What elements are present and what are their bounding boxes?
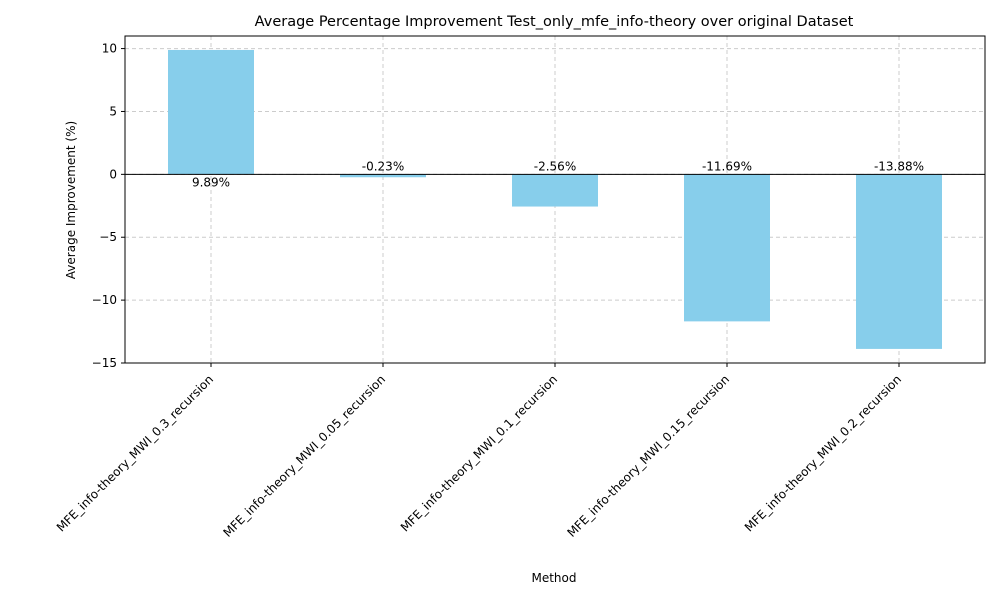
bar: [856, 174, 942, 349]
x-tick-label: MFE_info-theory_MWI_0.05_recursion: [220, 372, 388, 540]
bar-value-label: -2.56%: [534, 159, 576, 173]
chart-title: Average Percentage Improvement Test_only…: [255, 14, 854, 30]
y-tick-label: 10: [102, 42, 117, 56]
y-axis-label: Average Improvement (%): [64, 121, 78, 279]
bar: [684, 174, 770, 322]
x-tick-label: MFE_info-theory_MWI_0.1_recursion: [398, 372, 560, 534]
bar-value-label: 9.89%: [192, 175, 230, 189]
y-axis-ticks: 10 5 0 −5 −10 −15: [92, 42, 125, 370]
y-tick-label: −10: [92, 293, 117, 307]
y-tick-label: −5: [99, 230, 117, 244]
bar: [168, 49, 254, 175]
y-tick-label: 5: [109, 104, 117, 118]
bars: [168, 49, 942, 349]
x-tick-label: MFE_info-theory_MWI_0.3_recursion: [54, 372, 216, 534]
y-tick-label: −15: [92, 356, 117, 370]
x-axis-ticks: MFE_info-theory_MWI_0.3_recursion MFE_inf…: [54, 363, 904, 540]
x-axis-label: Method: [531, 571, 576, 585]
bar: [512, 174, 598, 207]
data-labels: 9.89% -0.23% -2.56% -11.69% -13.88%: [192, 159, 924, 189]
x-tick-label: MFE_info-theory_MWI_0.15_recursion: [564, 372, 732, 540]
bar-value-label: -0.23%: [362, 159, 404, 173]
bar-value-label: -13.88%: [874, 159, 924, 173]
y-tick-label: 0: [109, 167, 117, 181]
x-tick-label: MFE_info-theory_MWI_0.2_recursion: [742, 372, 904, 534]
bar: [340, 174, 426, 178]
bar-value-label: -11.69%: [702, 159, 752, 173]
